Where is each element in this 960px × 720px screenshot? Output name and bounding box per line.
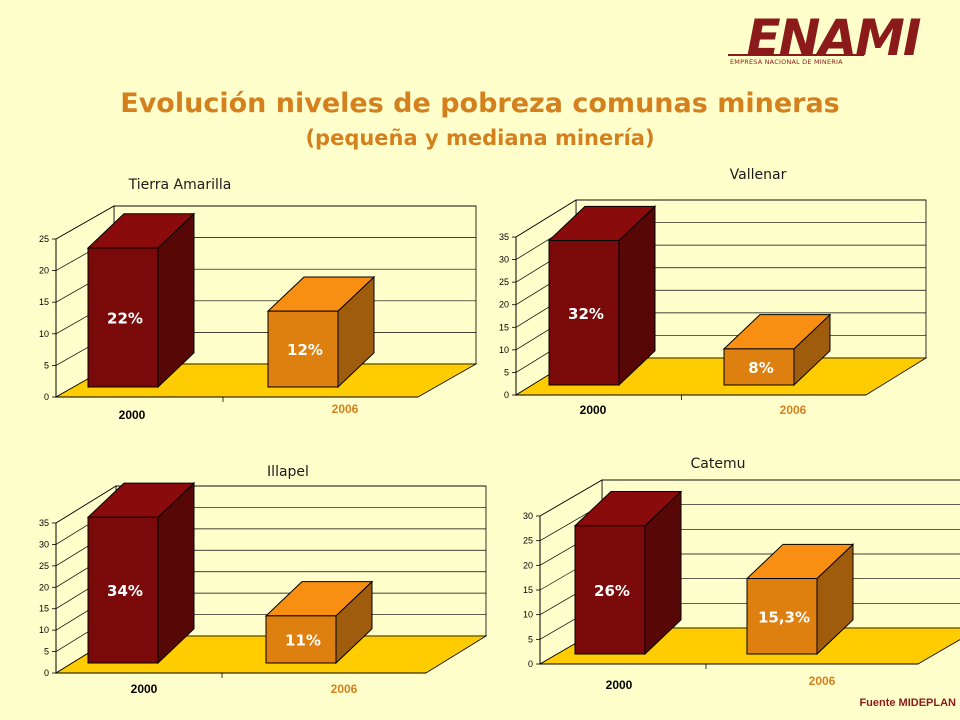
chart-illapel: Illapel 0 5 10 15 20 25 30 35 34% 2000 11% 2006 <box>39 464 488 696</box>
bar-2000 <box>548 240 620 386</box>
y-tick-label: 15 <box>499 322 509 332</box>
bar-2006 <box>265 615 337 664</box>
y-tick-label: 10 <box>39 625 49 635</box>
y-tick-label: 10 <box>523 610 533 620</box>
page-title: Evolución niveles de pobreza comunas min… <box>120 88 840 119</box>
y-tick-label: 15 <box>39 297 49 307</box>
y-tick-label: 10 <box>499 345 509 355</box>
gridline-side <box>55 205 115 240</box>
logo-wordmark: ENAMI <box>746 9 921 67</box>
y-tick-label: 35 <box>39 518 49 528</box>
y-tick-label: 25 <box>523 536 533 546</box>
data-label-2000: 22% <box>107 309 143 327</box>
y-tick-label: 5 <box>528 634 533 644</box>
y-tick-label: 25 <box>499 277 509 287</box>
data-label-2006: 8% <box>748 359 773 377</box>
y-tick-label: 35 <box>499 232 509 242</box>
y-tick-label: 25 <box>39 234 49 244</box>
enami-logo: ENAMI EMPRESA NACIONAL DE MINERIA <box>728 9 948 74</box>
x-tick-label: 2006 <box>331 682 358 696</box>
bar-2006 <box>746 578 818 655</box>
x-tick-label: 2006 <box>780 403 807 417</box>
y-tick-label: 5 <box>44 360 49 370</box>
x-tick-label: 2000 <box>606 678 633 692</box>
chart-catemu: Catemu 0 5 10 15 20 25 30 26% 2000 15,3% 2006 <box>523 456 960 692</box>
chart-title: Catemu <box>691 456 746 472</box>
x-tick-label: 2006 <box>809 674 836 688</box>
chart-vallenar: Vallenar 0 5 10 15 20 25 30 35 32% 2000 8% 2006 <box>499 167 928 417</box>
y-tick-label: 20 <box>523 560 533 570</box>
y-tick-label: 20 <box>39 266 49 276</box>
bar-2006 <box>723 348 795 386</box>
y-tick-label: 30 <box>523 511 533 521</box>
x-tick-label: 2000 <box>131 682 158 696</box>
y-tick-label: 5 <box>504 367 509 377</box>
y-tick-label: 20 <box>39 582 49 592</box>
gridline-side <box>55 485 117 524</box>
bar-2006 <box>267 310 339 388</box>
y-tick-label: 30 <box>499 255 509 265</box>
bar-2000 <box>87 516 159 664</box>
y-tick-label: 0 <box>44 668 49 678</box>
y-tick-label: 30 <box>39 539 49 549</box>
y-tick-label: 10 <box>39 329 49 339</box>
y-tick-label: 25 <box>39 561 49 571</box>
y-tick-label: 15 <box>523 585 533 595</box>
x-tick-label: 2000 <box>119 408 146 422</box>
data-label-2006: 15,3% <box>758 608 810 626</box>
bar-2000 <box>87 247 159 388</box>
y-tick-label: 0 <box>44 392 49 402</box>
data-label-2000: 26% <box>594 582 630 600</box>
page-subtitle: (pequeña y mediana minería) <box>305 126 655 150</box>
x-tick-label: 2000 <box>580 403 607 417</box>
y-tick-label: 5 <box>44 647 49 657</box>
data-label-2006: 11% <box>285 631 321 649</box>
x-tick-label: 2006 <box>332 402 359 416</box>
bar-2000 <box>574 525 646 655</box>
chart-title: Vallenar <box>730 167 787 183</box>
chart-tierra-amarilla: Tierra Amarilla 0 5 10 15 20 25 22% 2000 12% 2006 <box>39 177 478 422</box>
y-tick-label: 0 <box>504 390 509 400</box>
data-label-2006: 12% <box>287 341 323 359</box>
chart-title: Illapel <box>267 464 309 480</box>
gridline-side <box>539 479 603 517</box>
source-note: Fuente MIDEPLAN <box>859 697 956 709</box>
data-label-2000: 34% <box>107 582 143 600</box>
chart-title: Tierra Amarilla <box>128 177 232 193</box>
y-tick-label: 20 <box>499 300 509 310</box>
logo-subtitle: EMPRESA NACIONAL DE MINERIA <box>730 58 843 66</box>
data-label-2000: 32% <box>568 305 604 323</box>
logo-rule <box>728 54 864 56</box>
y-tick-label: 15 <box>39 604 49 614</box>
y-tick-label: 0 <box>528 659 533 669</box>
gridline-side <box>515 199 577 238</box>
